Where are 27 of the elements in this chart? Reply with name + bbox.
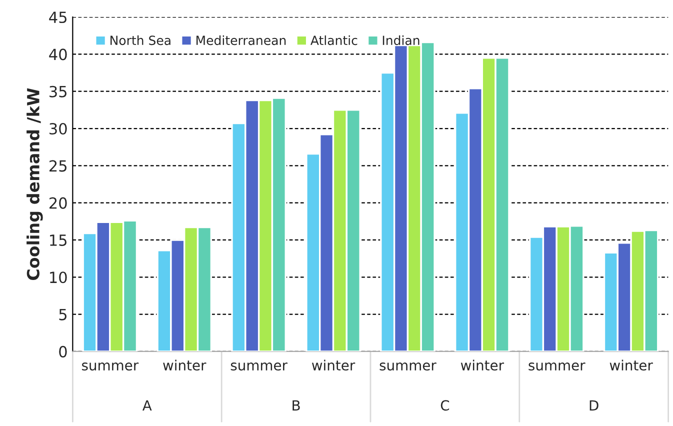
y-tick-label: 0 [59,346,67,358]
x-tick-label: winter [312,360,356,371]
y-tick-label: 25 [50,160,66,172]
y-tick-label: 5 [59,308,66,320]
legend-label: Mediterranean [196,35,286,46]
legend-label: Indian [382,35,420,46]
legend-label: Atlantic [310,35,358,46]
x-tick-label: winter [610,360,653,371]
text: D [590,400,598,410]
y-tick-label: 30 [50,122,67,135]
y-tick-label: 35 [50,86,66,98]
text: C [440,400,450,411]
x-tick-label: summer [230,362,288,371]
y-tick-label: 40 [49,48,67,60]
x-tick-label: summer [82,362,139,371]
x-tick-label: summer [528,362,586,371]
x-tick-label: summer [380,362,436,371]
text: B [292,400,300,410]
text: A [142,400,152,410]
y-tick-label: 20 [50,197,67,209]
legend-label: North Sea [110,35,170,46]
x-tick-label: winter [163,360,206,371]
x-tick-label: winter [460,360,504,371]
y-tick-label: 45 [49,12,66,24]
y-axis-title: Cooling demand /kW [26,88,43,280]
y-tick-label: 10 [50,272,67,284]
y-tick-label: 15 [50,234,66,246]
